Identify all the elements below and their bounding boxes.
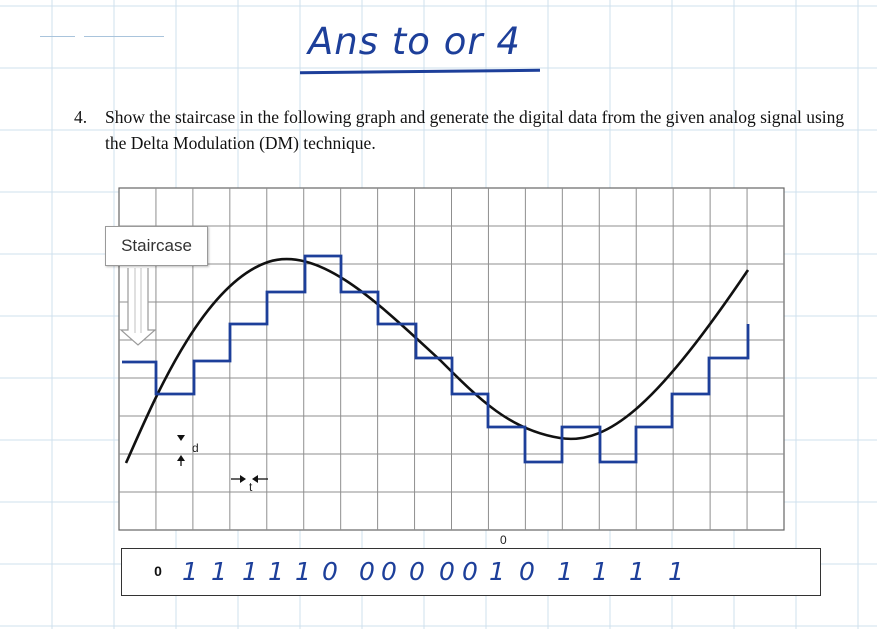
- digital-bit: 1: [242, 557, 258, 586]
- digital-bit: 1: [629, 557, 645, 586]
- step-size-marker-icon: [177, 435, 185, 466]
- handwritten-answer-title: Ans to or 4: [308, 20, 521, 63]
- digital-bit: 1: [592, 557, 608, 586]
- digital-bit: 0: [322, 557, 338, 586]
- digital-bit: 1: [668, 557, 684, 586]
- question-text: Show the staircase in the following grap…: [105, 107, 845, 153]
- question-block: 4. Show the staircase in the following g…: [74, 104, 854, 156]
- digital-bit: 1: [295, 557, 311, 586]
- digital-bit: 0: [409, 557, 425, 586]
- analog-signal-curve: [124, 257, 750, 464]
- stray-mark: 0: [500, 533, 507, 547]
- digital-bit: 0: [519, 557, 535, 586]
- digital-bit: 1: [557, 557, 573, 586]
- step-size-label: d: [192, 441, 199, 455]
- staircase-arrow-icon: [119, 268, 157, 346]
- graph-grid: [118, 187, 785, 531]
- digital-bit: 1: [268, 557, 284, 586]
- staircase-label-box: Staircase: [105, 226, 208, 266]
- header-rule: [40, 36, 75, 37]
- digital-bit: 1: [182, 557, 198, 586]
- header-rule: [84, 36, 164, 37]
- digital-bit: 0: [381, 557, 397, 586]
- digital-bit: 0: [359, 557, 375, 586]
- question-number: 4.: [74, 107, 88, 127]
- digital-bit: 0: [462, 557, 478, 586]
- digital-bit: 1: [211, 557, 227, 586]
- digital-bit: 0: [439, 557, 455, 586]
- staircase-trace: [122, 254, 750, 464]
- time-interval-marker-icon: [231, 475, 268, 483]
- digital-bit: 0: [154, 563, 162, 579]
- digital-bit: 1: [489, 557, 505, 586]
- time-interval-label: t: [249, 480, 253, 494]
- digital-data-box: [121, 548, 821, 596]
